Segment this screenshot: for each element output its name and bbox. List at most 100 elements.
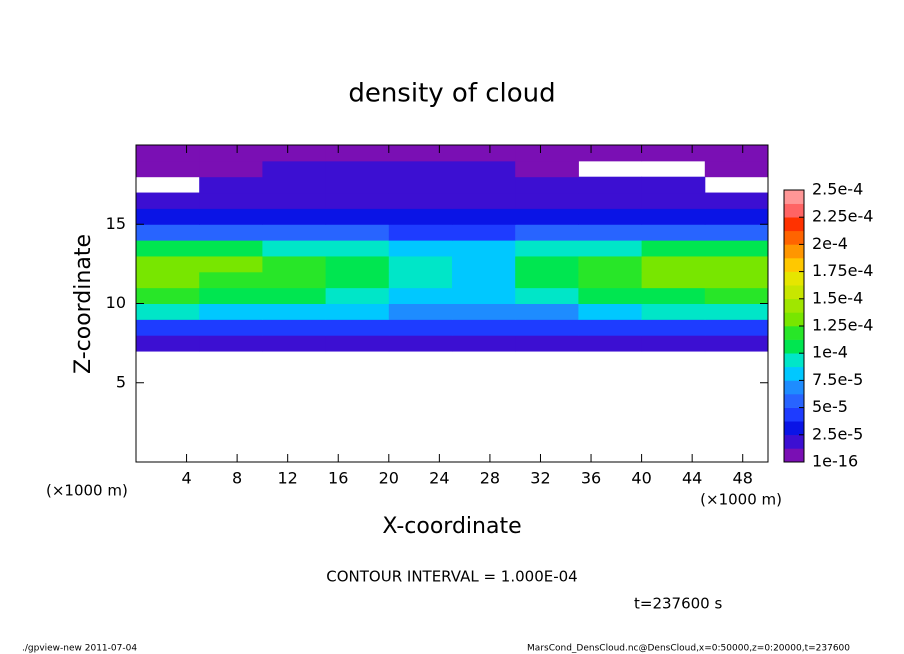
colorbar-band	[784, 190, 804, 204]
heatmap-cell	[641, 192, 706, 209]
colorbar-tick-label: 5e-5	[812, 397, 848, 416]
heatmap-cell	[136, 160, 200, 178]
heatmap-cell	[262, 240, 327, 257]
colorbar-band	[784, 339, 804, 354]
heatmap-cell	[136, 287, 200, 304]
heatmap-cell	[199, 208, 263, 225]
heatmap-cell	[136, 224, 200, 241]
heatmap-cell	[704, 224, 769, 241]
footer-right: MarsCond_DensCloud.nc@DensCloud,x=0:5000…	[527, 644, 850, 654]
heatmap-cell	[515, 319, 579, 336]
heatmap-cell	[325, 319, 390, 336]
x-tick-label: 4	[181, 469, 191, 488]
heatmap-cell	[704, 335, 769, 352]
heatmap-cell	[515, 255, 579, 273]
colorbar-tick-label: 2e-4	[812, 234, 848, 253]
heatmap-cell	[199, 255, 263, 273]
heatmap-cell	[578, 240, 643, 257]
heatmap-cell	[199, 176, 263, 194]
heatmap-cell	[325, 192, 390, 209]
heatmap-cell	[641, 255, 706, 273]
colorbar-tick-label: 7.5e-5	[812, 370, 863, 389]
heatmap-cell	[704, 160, 769, 178]
heatmap-cell	[388, 303, 453, 320]
heatmap-cell	[515, 303, 579, 320]
heatmap-cell	[578, 271, 643, 289]
x-tick-label: 12	[278, 469, 298, 488]
heatmap-cell	[262, 160, 327, 178]
colorbar-band	[784, 380, 804, 395]
heatmap-cell	[199, 303, 263, 320]
heatmap-cell	[641, 240, 706, 257]
heatmap-cell	[388, 208, 453, 225]
heatmap-cell	[704, 255, 769, 273]
heatmap-cell	[515, 271, 579, 289]
heatmap-cell	[199, 287, 263, 304]
y-axis-label: Z-coordinate	[71, 234, 96, 374]
heatmap-cell	[136, 192, 200, 209]
heatmap-cell	[641, 208, 706, 225]
heatmap-cell	[262, 176, 327, 194]
heatmap-cell	[641, 224, 706, 241]
heatmap-cell	[578, 287, 643, 304]
heatmap-cell	[578, 192, 643, 209]
x-tick-label: 20	[379, 469, 399, 488]
contour-note: CONTOUR INTERVAL = 1.000E-04	[326, 568, 577, 586]
time-note: t=237600 s	[634, 595, 722, 613]
y-tick-label: 15	[106, 214, 126, 233]
colorbar-band	[784, 258, 804, 272]
heatmap-cell	[641, 303, 706, 320]
heatmap-cell	[704, 240, 769, 257]
chart-title: density of cloud	[348, 79, 555, 109]
heatmap-cell	[199, 145, 263, 162]
heatmap-cell	[325, 176, 390, 194]
colorbar-tick-label: 1e-4	[812, 343, 848, 362]
x-tick-label: 28	[480, 469, 500, 488]
heatmap-cell	[452, 303, 516, 320]
heatmap-cell	[388, 255, 453, 273]
heatmap-cell	[262, 303, 327, 320]
heatmap-cell	[578, 145, 643, 162]
heatmap-cell	[388, 224, 453, 241]
colorbar-tick-label: 2.5e-4	[812, 180, 863, 199]
heatmap-cell	[578, 224, 643, 241]
colorbar-tick-label: 1.25e-4	[812, 316, 873, 335]
colorbar-band	[784, 407, 804, 422]
colorbar-band	[784, 244, 804, 259]
colorbar-band	[784, 434, 804, 449]
x-tick-label: 24	[429, 469, 449, 488]
heatmap-cell	[452, 255, 516, 273]
y-unit: (×1000 m)	[46, 482, 128, 500]
heatmap-cell	[578, 176, 643, 194]
heatmap-cell	[641, 335, 706, 352]
colorbar-band	[784, 312, 804, 327]
colorbar-band	[784, 353, 804, 368]
heatmap-cell	[388, 160, 453, 178]
heatmap-cell	[136, 255, 200, 273]
heatmap-cell	[515, 208, 579, 225]
heatmap-cell	[262, 287, 327, 304]
heatmap-cell	[388, 145, 453, 162]
colorbar-band	[784, 366, 804, 381]
heatmap-cell	[262, 208, 327, 225]
heatmap-cell	[578, 255, 643, 273]
x-tick-label: 36	[581, 469, 601, 488]
heatmap-cell	[515, 145, 579, 162]
x-axis-label: X-coordinate	[382, 514, 521, 539]
heatmap-cell	[199, 192, 263, 209]
heatmap-cell	[515, 192, 579, 209]
heatmap-cell	[515, 160, 579, 178]
colorbar-band	[784, 421, 804, 436]
heatmap-cell	[262, 192, 327, 209]
y-tick-label: 5	[116, 372, 126, 391]
heatmap-cell	[452, 160, 516, 178]
heatmap-cell	[515, 240, 579, 257]
heatmap-cell	[199, 160, 263, 178]
heatmap-cell	[262, 145, 327, 162]
heatmap-cell	[325, 271, 390, 289]
heatmap-cell	[262, 271, 327, 289]
heatmap-cell	[262, 255, 327, 273]
colorbar-tick-label: 1.75e-4	[812, 261, 873, 280]
heatmap-cell	[325, 240, 390, 257]
